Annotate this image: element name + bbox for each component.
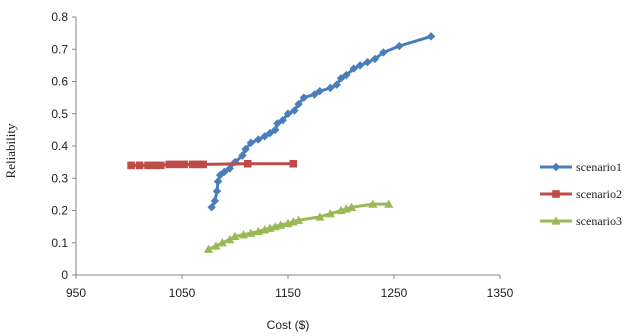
data-point-scenario3 [347,202,357,211]
data-point-scenario1 [379,48,388,57]
y-tick-label: 0.3 [51,171,68,185]
legend-label: scenario1 [576,160,622,174]
data-point-scenario1 [332,80,341,89]
data-point-scenario1 [283,109,293,118]
data-point-scenario1 [265,128,275,138]
data-point-scenario1 [246,138,256,147]
data-point-scenario1 [355,61,365,70]
data-point-scenario2 [135,161,144,170]
data-point-scenario3 [246,228,256,237]
data-point-scenario1 [426,32,436,41]
legend-item-scenario2: scenario2 [540,187,622,201]
legend-item-scenario1: scenario1 [540,160,622,174]
y-tick-label: 0.4 [51,139,68,153]
data-point-scenario2 [289,159,298,168]
data-point-scenario1 [213,177,223,186]
data-point-scenario1 [254,135,263,144]
data-point-scenario2 [127,161,135,170]
data-point-scenario3 [368,199,378,208]
data-point-scenario1 [210,196,220,206]
series-line-scenario1 [210,34,432,208]
legend-label: scenario3 [576,214,622,228]
y-tick-label: 0.5 [51,107,68,121]
data-point-scenario3 [203,244,214,253]
data-point-scenario3 [275,220,286,229]
data-point-scenario2 [199,160,207,169]
axes: 0 0.1 0.2 0.3 0.4 0.5 0.6 0.7 0.8 950 1050 1150 1250… [51,10,513,300]
x-tick-label: 1250 [381,286,408,300]
data-point-scenario2 [144,161,152,170]
data-point-scenario1 [260,132,269,141]
data-point-scenario2 [165,160,174,169]
legend-marker [551,216,561,225]
legend-label: scenario2 [576,187,622,201]
data-point-scenario1 [212,186,222,196]
legend: scenario1 scenario2 scenario3 [540,160,622,228]
y-tick-label: 0.8 [51,10,68,24]
data-point-scenario1 [230,157,240,167]
data-point-scenario3 [384,199,394,208]
y-tick-label: 0.6 [51,75,68,89]
data-point-scenario1 [299,93,309,102]
y-tick-label: 0.2 [51,204,68,218]
data-point-scenario3 [238,230,249,239]
data-point-scenario1 [342,70,351,80]
x-tick-label: 1150 [275,286,301,300]
legend-marker [551,162,561,172]
data-point-scenario1 [290,106,299,115]
data-point-scenario3 [315,212,325,221]
y-tick-label: 0.7 [51,42,68,56]
data-point-scenario2 [157,161,165,170]
data-point-scenario1 [326,83,335,93]
data-point-scenario1 [363,57,372,67]
data-point-scenario1 [310,90,319,99]
data-point-scenario2 [243,159,252,168]
data-point-scenario1 [238,151,247,160]
data-point-scenario3 [217,238,227,247]
data-point-scenario2 [194,160,202,169]
data-point-scenario1 [370,54,380,64]
data-point-scenario2 [151,161,160,170]
data-point-scenario3 [294,215,304,224]
data-point-scenario1 [207,203,216,212]
x-tick-label: 1350 [487,286,514,300]
series-scenario2 [127,159,298,170]
data-point-scenario1 [349,64,358,73]
x-tick-label: 950 [66,286,86,300]
x-tick-label: 1050 [169,286,196,300]
series-line-scenario3 [207,202,389,251]
y-axis-title: Reliability [3,123,18,178]
data-point-scenario3 [230,231,240,240]
legend-marker [552,190,560,198]
y-tick-label: 0 [61,268,68,282]
series-scenario3 [203,199,394,253]
data-point-scenario1 [220,167,229,176]
legend-item-scenario3: scenario3 [540,214,622,228]
data-point-scenario1 [278,116,287,125]
data-point-scenario2 [172,160,181,169]
data-point-scenario1 [273,119,282,128]
data-point-scenario2 [188,160,197,169]
x-axis-title: Cost ($) [267,318,310,332]
data-point-scenario1 [225,164,234,173]
data-point-scenario1 [336,74,346,83]
data-point-scenario3 [225,234,235,244]
data-point-scenario1 [241,145,250,154]
data-point-scenario2 [180,160,188,169]
series-scenario1 [207,32,436,212]
data-point-scenario1 [271,125,280,135]
data-point-scenario3 [211,241,221,250]
plot-area [127,32,436,253]
data-point-scenario1 [315,86,324,96]
data-point-scenario1 [294,99,303,109]
data-point-scenario3 [325,209,335,218]
data-point-scenario1 [395,41,404,51]
y-tick-label: 0.1 [51,236,68,250]
